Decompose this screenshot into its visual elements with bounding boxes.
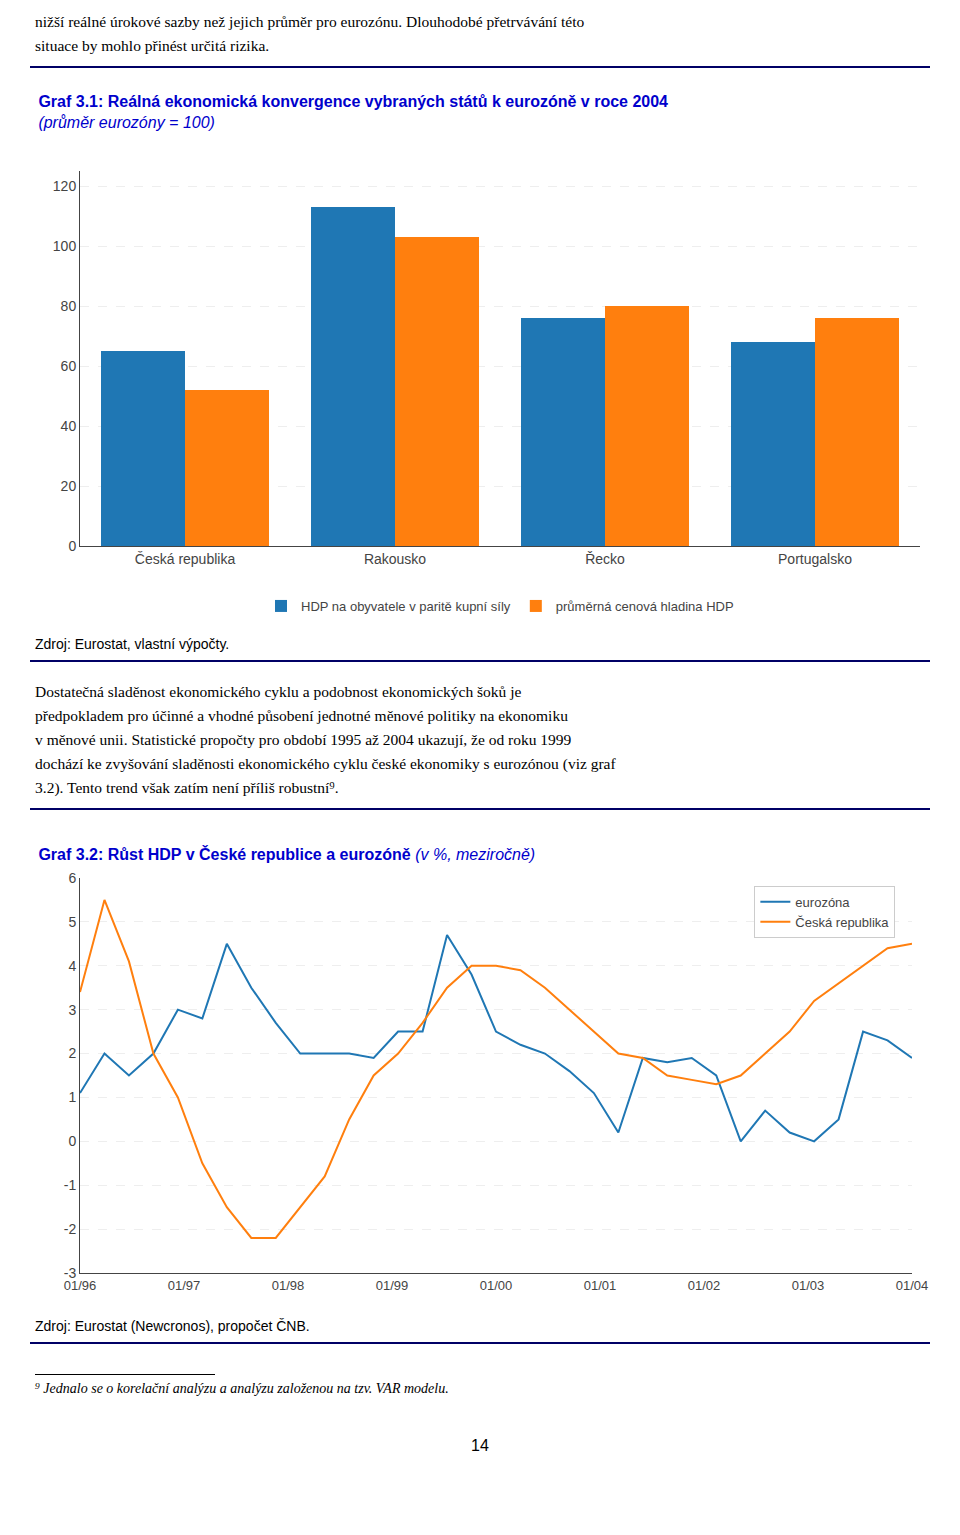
svg-text:01/01: 01/01	[584, 1278, 617, 1293]
svg-text:průměrná cenová hladina HDP: průměrná cenová hladina HDP	[556, 599, 734, 614]
svg-text:Graf 3.1: Reálná ekonomická ko: Graf 3.1: Reálná ekonomická konvergence …	[38, 93, 668, 131]
svg-text:01/99: 01/99	[376, 1278, 409, 1293]
svg-text:01/04: 01/04	[896, 1278, 929, 1293]
svg-text:80: 80	[61, 298, 77, 314]
svg-text:Graf 3.2: Růst HDP v České rep: Graf 3.2: Růst HDP v České republice a e…	[38, 845, 535, 863]
html-text:v měnové unii. Statistické pro: v měnové unii. Statistické propočty pro …	[35, 731, 572, 748]
html-text:14: 14	[471, 1437, 489, 1454]
svg-text:01/98: 01/98	[272, 1278, 305, 1293]
html-text:Zdroj: Eurostat (Newcronos), p: Zdroj: Eurostat (Newcronos), propočet ČN…	[35, 1318, 310, 1334]
svg-text:01/00: 01/00	[480, 1278, 513, 1293]
svg-text:HDP na obyvatele v paritě kupn: HDP na obyvatele v paritě kupní síly	[301, 599, 511, 614]
svg-text:1: 1	[68, 1089, 76, 1105]
html-text:situace by mohlo přinést určit: situace by mohlo přinést určitá rizika.	[35, 37, 270, 54]
html-text:Dostatečná sladěnost ekonomick: Dostatečná sladěnost ekonomického cyklu …	[35, 683, 522, 700]
svg-text:Portugalsko: Portugalsko	[778, 551, 852, 567]
svg-text:Rakousko: Rakousko	[364, 551, 426, 567]
svg-text:6: 6	[68, 870, 76, 886]
html-text:Zdroj: Eurostat, vlastní výpoč: Zdroj: Eurostat, vlastní výpočty.	[35, 636, 230, 652]
html-text:⁹ Jednalo se o korelační analý: ⁹ Jednalo se o korelační analýzu a analý…	[35, 1381, 449, 1396]
svg-text:60: 60	[61, 358, 77, 374]
svg-text:01/97: 01/97	[168, 1278, 201, 1293]
svg-text:-3: -3	[64, 1265, 77, 1281]
svg-text:01/03: 01/03	[792, 1278, 825, 1293]
svg-text:5: 5	[68, 914, 76, 930]
svg-text:eurozóna: eurozóna	[795, 895, 850, 910]
html-text:3.2). Tento trend však zatím n: 3.2). Tento trend však zatím není příliš…	[35, 779, 339, 796]
html-text:dochází ke zvyšování sladěnost: dochází ke zvyšování sladěnosti ekonomic…	[35, 755, 616, 772]
svg-text:01/96: 01/96	[64, 1278, 97, 1293]
svg-text:0: 0	[68, 538, 76, 554]
svg-text:20: 20	[61, 478, 77, 494]
svg-text:40: 40	[61, 418, 77, 434]
svg-text:Česká republika: Česká republika	[135, 551, 236, 567]
svg-text:Česká republika: Česká republika	[795, 915, 889, 930]
svg-text:Řecko: Řecko	[585, 551, 625, 567]
svg-text:100: 100	[53, 238, 77, 254]
svg-text:01/02: 01/02	[688, 1278, 721, 1293]
html-text:nižší reálné úrokové sazby než: nižší reálné úrokové sazby než jejich pr…	[35, 13, 585, 30]
svg-text:120: 120	[53, 178, 77, 194]
svg-text:4: 4	[68, 958, 76, 974]
svg-text:2: 2	[68, 1045, 76, 1061]
html-text:předpokladem pro účinné a vhod: předpokladem pro účinné a vhodné působen…	[35, 707, 568, 724]
svg-text:-1: -1	[64, 1177, 77, 1193]
svg-text:0: 0	[68, 1133, 76, 1149]
svg-text:3: 3	[68, 1002, 76, 1018]
svg-text:-2: -2	[64, 1221, 77, 1237]
